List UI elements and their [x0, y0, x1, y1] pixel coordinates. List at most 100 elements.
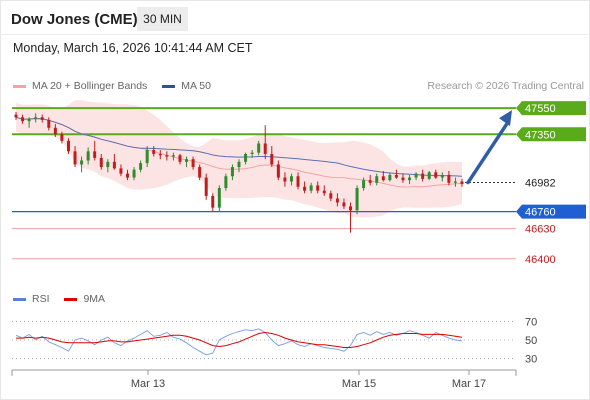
candle [309, 182, 313, 194]
candle-body [86, 151, 90, 161]
candle-body [60, 134, 64, 141]
candle-body [106, 161, 110, 168]
candle [126, 169, 129, 181]
candle [355, 185, 359, 215]
candle [394, 169, 398, 179]
level-label-46760: 46760 [516, 204, 586, 219]
candle-body [362, 180, 366, 189]
candle [375, 173, 379, 186]
rsi-legend: RSI 9MA [13, 293, 117, 305]
candle-body [460, 181, 464, 185]
candle [322, 185, 326, 196]
x-tick-label: Mar 17 [452, 378, 486, 390]
candle [368, 174, 372, 186]
candle [80, 156, 84, 173]
level-tag [516, 204, 586, 219]
research-credit: Research © 2026 Trading Central [427, 80, 584, 92]
candle [60, 131, 64, 144]
legend-ma20-label: MA 20 + Bollinger Bands [32, 80, 148, 92]
candle [329, 190, 333, 202]
candle [289, 173, 293, 186]
level-label-47550: 47550 [516, 101, 586, 116]
candle [152, 146, 156, 157]
candle-body [408, 177, 412, 181]
candle-body [178, 155, 182, 162]
candle-body [224, 176, 228, 189]
instrument-title: Dow Jones (CME) [11, 11, 138, 28]
candle-body [132, 169, 136, 178]
chart-datetime: Monday, March 16, 2026 10:41:44 AM CET [13, 41, 253, 55]
candle [414, 172, 418, 181]
candle-body [342, 202, 346, 207]
x-tick-label: Mar 13 [131, 378, 165, 390]
legend-ma20: MA 20 + Bollinger Bands [13, 80, 150, 92]
candle-body [401, 177, 405, 181]
candle-body [66, 140, 70, 152]
candle [185, 156, 189, 168]
candle [119, 164, 123, 177]
candle [34, 113, 38, 123]
candle-body [139, 163, 143, 170]
candle [47, 117, 51, 131]
candle [132, 167, 136, 181]
candle [303, 181, 307, 194]
candle-body [119, 168, 123, 174]
candle-body [80, 160, 84, 165]
ma50-line [15, 116, 463, 177]
level-label-text: 46760 [525, 207, 556, 219]
candle [263, 125, 267, 160]
candle-body [276, 164, 280, 178]
candle-body [198, 167, 202, 178]
candle-body [263, 143, 267, 154]
candle [191, 156, 195, 170]
candle-body [257, 143, 261, 153]
legend-9ma-label: 9MA [83, 293, 106, 305]
candle-body [303, 186, 307, 191]
candle [198, 164, 202, 181]
candle-body [40, 117, 44, 120]
candle-body [237, 161, 241, 168]
candle [460, 178, 464, 187]
candle [204, 173, 208, 200]
legend-ma50: MA 50 [162, 80, 211, 92]
rsi-tick-label: 50 [525, 335, 537, 347]
level-label-47350: 47350 [516, 127, 586, 142]
rsi-tick-label: 70 [525, 316, 537, 328]
candle [230, 164, 234, 181]
level-label-46982: 46982 [515, 175, 587, 191]
candle [66, 138, 70, 154]
candle [270, 146, 274, 168]
candle [401, 173, 405, 183]
candle-body [289, 176, 293, 182]
candle-body [440, 174, 444, 178]
level-label-text: 46982 [525, 178, 556, 190]
candle-body [375, 176, 379, 183]
candle [53, 123, 57, 137]
candle-body [165, 155, 169, 157]
candle [158, 150, 162, 160]
candle [440, 172, 444, 182]
timeframe-button[interactable]: 30 MIN [137, 7, 188, 31]
candle [316, 181, 320, 194]
candle [453, 177, 457, 187]
candle-body [112, 161, 116, 169]
legend-rsi-label: RSI [32, 293, 50, 305]
candle-body [158, 153, 162, 156]
candle-body [230, 167, 234, 177]
candle-body [27, 118, 31, 122]
candle [244, 152, 248, 165]
ma9-swatch [64, 297, 78, 301]
candle-body [145, 150, 149, 164]
candle [14, 112, 18, 120]
candle-body [355, 188, 359, 211]
legend-ma50-label: MA 50 [181, 80, 211, 92]
candle-body [47, 119, 51, 128]
candle [447, 171, 451, 186]
candle-body [191, 159, 195, 168]
level-tag [516, 101, 586, 116]
candle [93, 140, 97, 161]
candle [165, 151, 169, 161]
candle-body [434, 172, 438, 178]
candle-body [211, 195, 215, 208]
candle [381, 171, 385, 182]
